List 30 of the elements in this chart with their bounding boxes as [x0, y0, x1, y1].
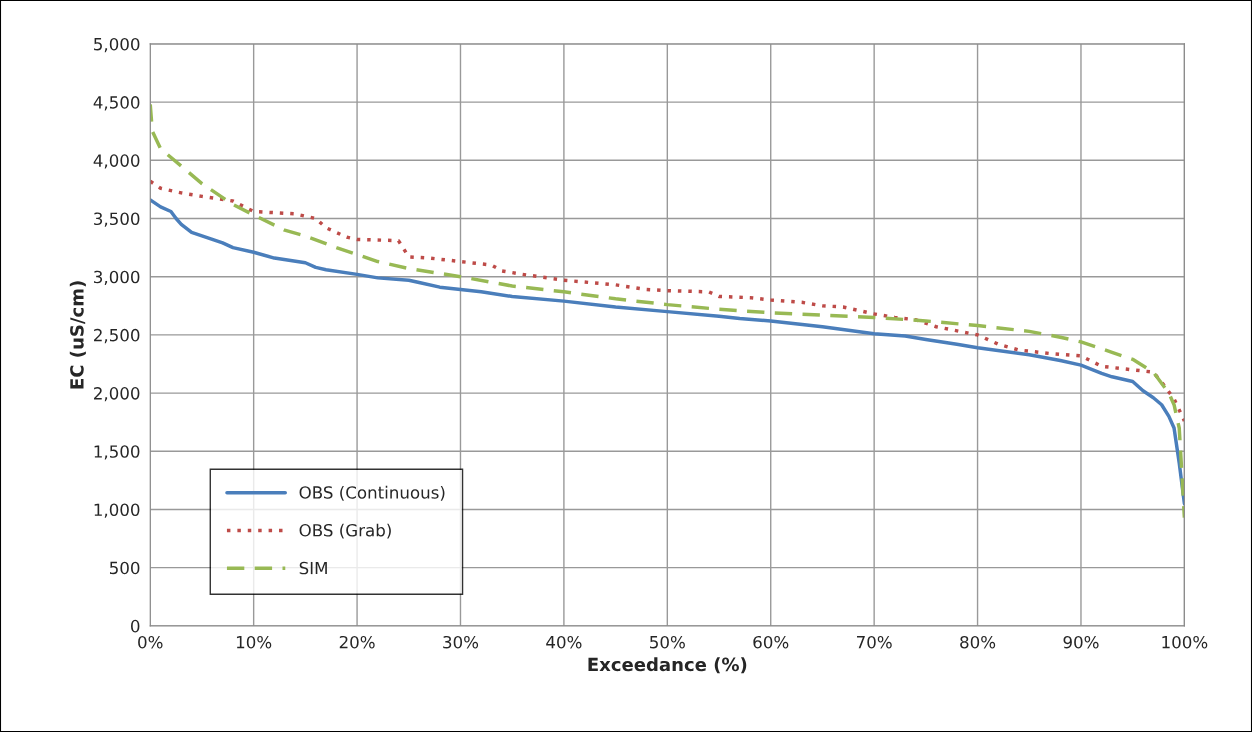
- y-axis-title: EC (uS/cm): [69, 281, 86, 389]
- x-tick-label: 80%: [960, 635, 996, 649]
- x-tick-label: 60%: [753, 635, 789, 649]
- x-axis-title: Exceedance (%): [588, 657, 747, 674]
- x-tick-label: 20%: [339, 635, 375, 649]
- line-series: [150, 102, 1185, 520]
- x-tick-label: 90%: [1063, 635, 1099, 649]
- x-tick-label: 40%: [546, 635, 582, 649]
- y-tick-label: 1,500: [94, 445, 140, 460]
- y-tick-label: 5,000: [94, 37, 140, 53]
- y-tick-label: 0: [131, 619, 140, 633]
- y-tick-label: 2,000: [94, 387, 140, 402]
- y-tick-label: 1,000: [94, 503, 140, 518]
- legend-label: OBS (Continuous): [299, 485, 445, 501]
- x-tick-label: 30%: [443, 635, 479, 649]
- legend-label: SIM: [299, 561, 327, 575]
- x-tick-label: 0%: [138, 635, 163, 649]
- y-tick-label: 500: [109, 561, 140, 575]
- y-tick-label: 3,000: [94, 270, 140, 285]
- x-tick-label: 100%: [1162, 635, 1208, 649]
- x-tick-label: 10%: [236, 635, 272, 649]
- y-tick-label: 2,500: [94, 328, 140, 344]
- x-tick-label: 70%: [856, 635, 892, 649]
- y-tick-label: 4,500: [93, 96, 140, 111]
- line-series: [150, 198, 1185, 506]
- x-tick-label: 50%: [650, 635, 685, 649]
- legend-label: OBS (Grab): [299, 523, 391, 539]
- y-tick-label: 4,000: [93, 154, 140, 169]
- y-tick-label: 3,500: [94, 212, 140, 227]
- line-series: [150, 179, 1185, 423]
